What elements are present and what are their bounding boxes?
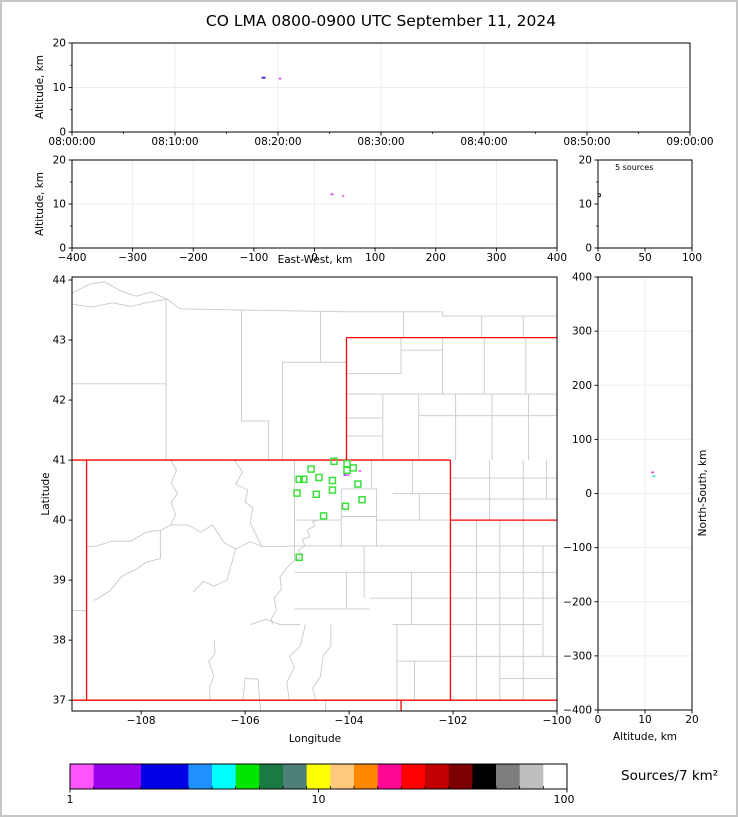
ew-height-sources xyxy=(330,193,345,197)
svg-text:09:00:00: 09:00:00 xyxy=(666,136,713,148)
svg-text:37: 37 xyxy=(53,695,66,707)
svg-text:10: 10 xyxy=(53,199,66,211)
ns-panel-ylabel: North-South, km xyxy=(697,449,709,537)
svg-text:08:20:00: 08:20:00 xyxy=(254,136,301,148)
svg-text:400: 400 xyxy=(547,252,567,264)
svg-text:10: 10 xyxy=(312,793,326,806)
colorbar-cells xyxy=(70,764,568,789)
svg-text:0: 0 xyxy=(585,243,592,255)
map-ylabel: Latitude xyxy=(40,472,52,516)
lma-station-markers xyxy=(293,457,366,562)
svg-text:1: 1 xyxy=(67,793,74,806)
svg-text:−102: −102 xyxy=(439,715,468,727)
svg-text:39: 39 xyxy=(53,575,66,587)
svg-text:300: 300 xyxy=(486,252,506,264)
map-lightning-sources xyxy=(343,470,362,476)
svg-text:100: 100 xyxy=(572,434,592,446)
svg-text:0: 0 xyxy=(59,243,66,255)
svg-text:−100: −100 xyxy=(543,715,572,727)
svg-text:0: 0 xyxy=(595,714,602,726)
svg-text:08:50:00: 08:50:00 xyxy=(563,136,610,148)
svg-text:08:30:00: 08:30:00 xyxy=(357,136,404,148)
svg-text:50: 50 xyxy=(638,252,651,264)
svg-text:−300: −300 xyxy=(118,252,147,264)
svg-text:300: 300 xyxy=(572,326,592,338)
ew-panel-xlabel: East-West, km xyxy=(277,254,353,266)
svg-text:20: 20 xyxy=(579,155,592,167)
svg-text:200: 200 xyxy=(572,380,592,392)
svg-text:−100: −100 xyxy=(563,542,592,554)
time-panel-ylabel: Altitude, km xyxy=(34,54,46,120)
svg-text:42: 42 xyxy=(53,395,66,407)
map-xlabel: Longitude xyxy=(288,733,342,745)
svg-text:−400: −400 xyxy=(58,252,87,264)
svg-text:08:00:00: 08:00:00 xyxy=(48,136,95,148)
ew-panel-ylabel: Altitude, km xyxy=(34,171,46,237)
svg-text:100: 100 xyxy=(554,793,575,806)
svg-text:20: 20 xyxy=(685,714,698,726)
ns-panel-xlabel: Altitude, km xyxy=(612,731,678,743)
svg-text:−400: −400 xyxy=(563,705,592,717)
svg-text:−104: −104 xyxy=(335,715,364,727)
svg-text:40: 40 xyxy=(53,515,66,527)
svg-text:0: 0 xyxy=(311,252,318,264)
svg-text:100: 100 xyxy=(682,252,702,264)
svg-text:−300: −300 xyxy=(563,650,592,662)
svg-text:10: 10 xyxy=(53,82,66,94)
svg-text:38: 38 xyxy=(53,635,66,647)
colorbar-label: Sources/7 km² xyxy=(621,768,719,784)
histogram-source-count: 5 sources xyxy=(615,163,654,172)
svg-text:44: 44 xyxy=(53,275,67,287)
svg-text:43: 43 xyxy=(53,335,66,347)
svg-text:−108: −108 xyxy=(127,715,156,727)
svg-text:10: 10 xyxy=(638,714,651,726)
svg-text:100: 100 xyxy=(365,252,385,264)
county-boundaries xyxy=(72,281,557,711)
svg-text:−200: −200 xyxy=(179,252,208,264)
svg-text:0: 0 xyxy=(585,488,592,500)
svg-text:20: 20 xyxy=(53,155,66,167)
time-height-sources xyxy=(261,76,282,80)
svg-text:08:10:00: 08:10:00 xyxy=(151,136,198,148)
ns-height-sources xyxy=(651,471,656,478)
svg-text:20: 20 xyxy=(53,38,66,50)
svg-text:0: 0 xyxy=(595,252,602,264)
svg-text:−100: −100 xyxy=(239,252,268,264)
svg-text:10: 10 xyxy=(579,199,592,211)
svg-text:200: 200 xyxy=(426,252,446,264)
svg-text:−200: −200 xyxy=(563,596,592,608)
figure-title: CO LMA 0800-0900 UTC September 11, 2024 xyxy=(205,12,557,30)
svg-text:0: 0 xyxy=(59,127,66,139)
svg-text:400: 400 xyxy=(572,272,592,284)
svg-text:08:40:00: 08:40:00 xyxy=(460,136,507,148)
svg-text:41: 41 xyxy=(53,455,66,467)
svg-text:−106: −106 xyxy=(231,715,260,727)
state-boundaries xyxy=(72,336,557,711)
